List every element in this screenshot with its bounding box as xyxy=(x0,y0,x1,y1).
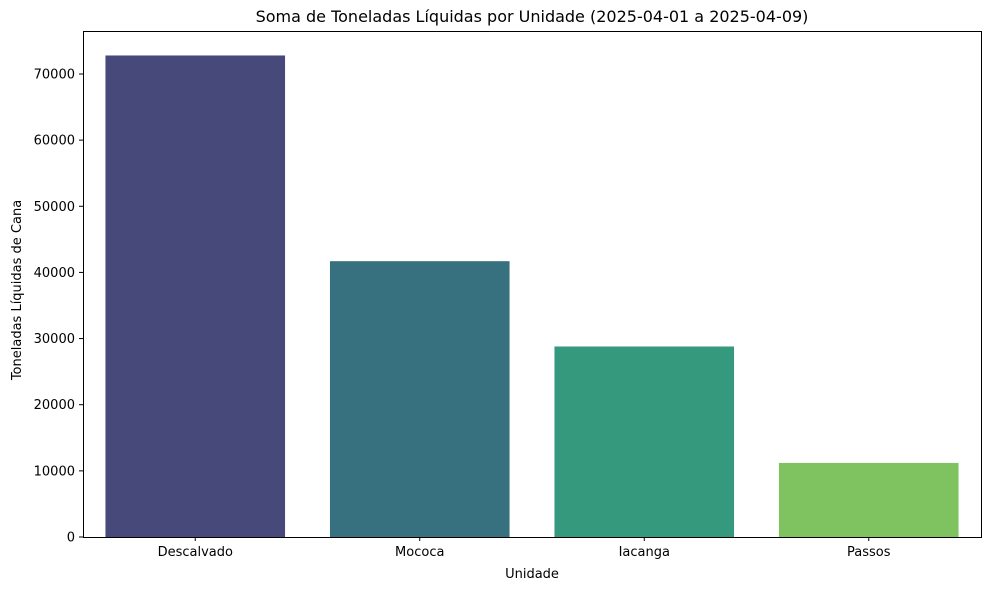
x-tick-label: Mococa xyxy=(395,545,444,560)
bar-iacanga xyxy=(554,346,735,537)
bars-group xyxy=(105,55,959,537)
y-axis-label: Toneladas Líquidas de Cana xyxy=(10,200,25,381)
y-tick-label: 70000 xyxy=(34,67,75,82)
bar-descalvado xyxy=(105,55,286,537)
plot-area-frame xyxy=(83,31,982,538)
x-axis-label: Unidade xyxy=(505,567,559,582)
y-tick-label: 0 xyxy=(67,531,75,546)
y-tick-label: 20000 xyxy=(34,398,75,413)
x-tick-label: Passos xyxy=(847,545,891,560)
y-tick-label: 40000 xyxy=(34,266,75,281)
bar-mococa xyxy=(329,261,510,537)
y-tick-label: 30000 xyxy=(34,332,75,347)
y-tick-label: 60000 xyxy=(34,134,75,149)
x-axis-ticks: Descalvado Mococa Iacanga Passos xyxy=(158,537,891,560)
bar-passos xyxy=(778,462,959,537)
x-tick-label: Descalvado xyxy=(158,545,233,560)
x-tick-label: Iacanga xyxy=(619,545,670,560)
y-tick-label: 50000 xyxy=(34,200,75,215)
y-tick-label: 10000 xyxy=(34,464,75,479)
y-axis-ticks: 0 10000 20000 30000 40000 50000 60000 70000 xyxy=(34,67,83,546)
chart-title: Soma de Toneladas Líquidas por Unidade (… xyxy=(256,7,809,26)
